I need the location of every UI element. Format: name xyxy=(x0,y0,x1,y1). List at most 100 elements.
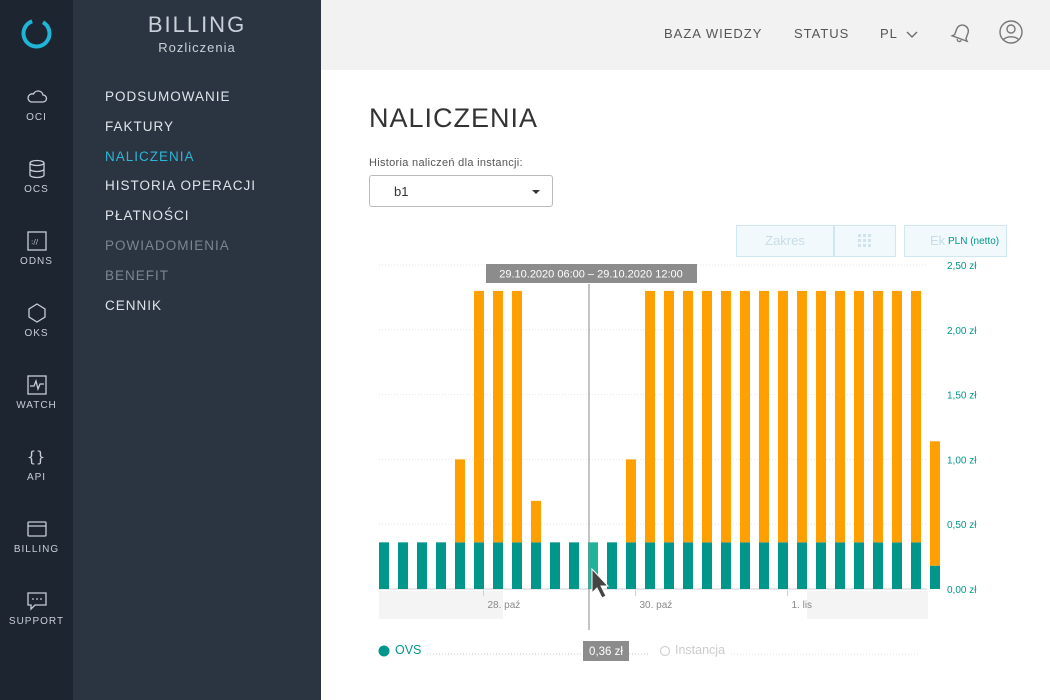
bar-instance xyxy=(873,290,883,543)
bar-ovs xyxy=(911,542,921,589)
bar-ovs xyxy=(493,542,503,589)
bar-ovs xyxy=(835,542,845,589)
rail-item-watch[interactable]: WATCH xyxy=(0,374,73,434)
instance-select[interactable]: b1 xyxy=(369,175,553,207)
rail-item-billing[interactable]: BILLING xyxy=(0,518,73,578)
nav-item-benefit: BENEFIT xyxy=(105,268,170,283)
billing-sidebar: BILLING Rozliczenia PODSUMOWANIE FAKTURY… xyxy=(73,0,321,700)
y-tick-label: 1,00 zł xyxy=(947,455,977,466)
bar-ovs xyxy=(740,542,750,589)
x-tick-label: 28. paź xyxy=(488,600,521,611)
logo-icon[interactable] xyxy=(20,17,53,50)
svg-text:://: :// xyxy=(31,238,39,246)
bar-ovs xyxy=(569,542,579,589)
language-label: PL xyxy=(880,26,898,41)
nav-item-podsumowanie[interactable]: PODSUMOWANIE xyxy=(105,89,231,104)
user-icon[interactable] xyxy=(998,19,1024,45)
charges-chart: 0,00 zł 0,50 zł 1,00 zł 1,50 zł 2,00 zł 2,50 … xyxy=(378,236,999,661)
legend-instance-dot xyxy=(659,645,671,657)
sidebar-subtitle: Rozliczenia xyxy=(158,40,236,55)
bar-instance xyxy=(493,290,503,543)
bar-ovs xyxy=(398,542,408,589)
rail-item-ocs[interactable]: OCS xyxy=(0,158,73,218)
range-end-band xyxy=(807,591,928,619)
rail-label: SUPPORT xyxy=(8,616,65,627)
bar-instance xyxy=(778,290,788,543)
bar-ovs xyxy=(854,542,864,589)
sidebar-title: BILLING xyxy=(147,12,247,37)
bar-ovs xyxy=(512,542,522,589)
bar-ovs xyxy=(588,542,598,589)
language-selector[interactable]: PL xyxy=(880,26,918,41)
x-tick-label: 1. lis xyxy=(792,600,813,611)
calendar-button[interactable] xyxy=(834,225,896,257)
range-button[interactable]: Zakres xyxy=(736,225,834,257)
rail-item-support[interactable]: SUPPORT xyxy=(0,590,73,650)
bar-instance xyxy=(816,290,826,543)
bar-instance xyxy=(455,459,465,543)
braces-icon: {} xyxy=(27,448,45,466)
nav-item-historia-operacji[interactable]: HISTORIA OPERACJI xyxy=(105,178,257,193)
knowledge-base-link[interactable]: BAZA WIEDZY xyxy=(664,26,763,41)
rail-item-odns[interactable]: :// ODNS xyxy=(0,230,73,290)
legend-ovs-label: OVS xyxy=(395,643,421,657)
legend-ovs-dot xyxy=(378,645,390,657)
y-tick-label: 1,50 zł xyxy=(947,391,977,402)
bar-instance xyxy=(759,290,769,543)
tooltip-value-text: 0,36 zł xyxy=(589,646,623,658)
nav-item-cennik[interactable]: CENNIK xyxy=(105,298,163,313)
top-bar: BAZA WIEDZY STATUS PL xyxy=(321,0,1050,70)
bar-ovs xyxy=(417,542,427,589)
hexagon-icon xyxy=(27,303,46,323)
bar-ovs xyxy=(759,542,769,589)
export-button[interactable]: Ek xyxy=(904,225,1007,257)
bar-instance xyxy=(854,290,864,543)
database-icon xyxy=(28,159,45,179)
nav-item-faktury[interactable]: FAKTURY xyxy=(105,119,175,134)
bar-instance xyxy=(911,290,921,543)
cloud-icon xyxy=(26,90,47,103)
bell-icon[interactable] xyxy=(950,20,974,44)
y-axis-label: PLN (netto) xyxy=(948,236,999,247)
bar-ovs xyxy=(436,542,446,589)
rail-item-api[interactable]: {} API xyxy=(0,446,73,506)
calendar-grid-icon xyxy=(858,234,871,247)
bar-instance xyxy=(474,290,484,543)
x-tick-label: 30. paź xyxy=(640,600,673,611)
bar-ovs xyxy=(816,542,826,589)
nav-item-platnosci[interactable]: PŁATNOŚCI xyxy=(105,208,190,223)
nav-item-powiadomienia: POWIADOMIENIA xyxy=(105,238,230,253)
rail-item-oks[interactable]: OKS xyxy=(0,302,73,362)
nav-item-naliczenia[interactable]: NALICZENIA xyxy=(105,149,195,164)
bar-ovs xyxy=(721,542,731,589)
instance-select-value: b1 xyxy=(394,184,409,199)
tooltip-value-bg xyxy=(583,641,629,661)
bar-ovs xyxy=(683,542,693,589)
y-tick-label: 0,50 zł xyxy=(947,520,977,531)
bar-instance xyxy=(645,290,655,543)
bar-ovs xyxy=(930,565,940,589)
y-tick-label: 2,00 zł xyxy=(947,326,977,337)
bar-ovs xyxy=(474,542,484,589)
bar-instance xyxy=(683,290,693,543)
rail-label: API xyxy=(26,472,47,483)
bar-ovs xyxy=(778,542,788,589)
rail-label: OCS xyxy=(24,184,49,195)
svg-text:{}: {} xyxy=(27,448,45,466)
bar-ovs xyxy=(550,542,560,589)
page-title: NALICZENIA xyxy=(369,103,539,133)
status-link[interactable]: STATUS xyxy=(794,26,850,41)
rail-label: WATCH xyxy=(16,400,57,411)
bar-instance xyxy=(531,500,541,543)
bar-instance xyxy=(721,290,731,543)
bar-instance xyxy=(626,459,636,543)
bar-ovs xyxy=(645,542,655,589)
bar-instance xyxy=(740,290,750,543)
bar-ovs xyxy=(531,542,541,589)
bar-ovs xyxy=(892,542,902,589)
bar-ovs xyxy=(873,542,883,589)
bar-instance xyxy=(664,290,674,543)
rail-item-oci[interactable]: OCI xyxy=(0,86,73,146)
monitor-icon xyxy=(26,375,47,395)
chat-icon xyxy=(26,592,47,611)
